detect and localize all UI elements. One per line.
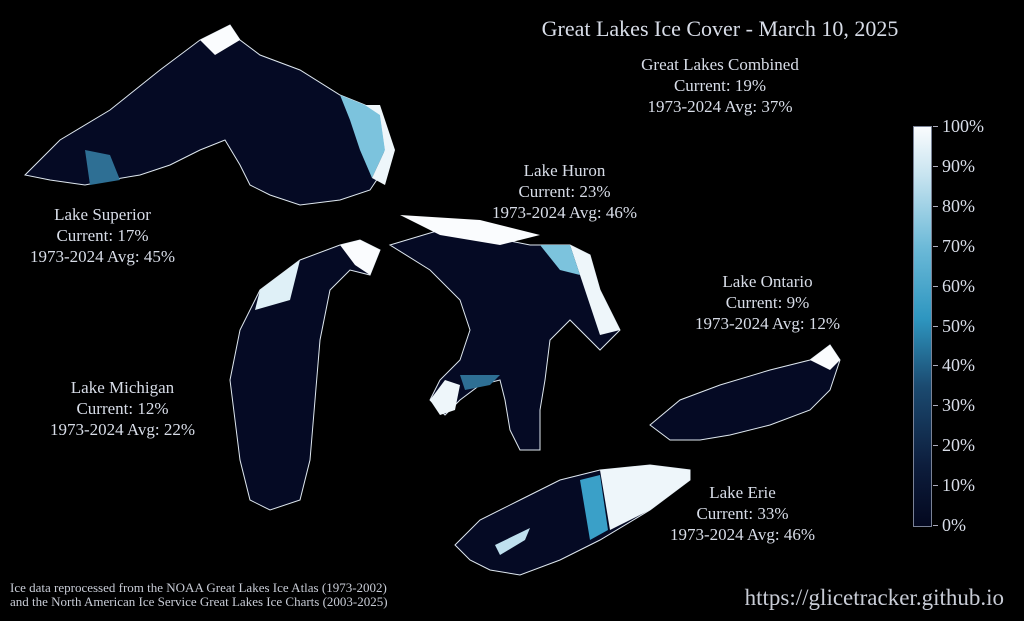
site-url: https://glicetracker.github.io [744, 585, 1004, 610]
colorbar-tick-label: 60% [942, 275, 975, 296]
colorbar-tick-label: 10% [942, 475, 975, 496]
huron-avg: 1973-2024 Avg: 46% [491, 203, 638, 222]
combined-name: Great Lakes Combined [641, 55, 799, 74]
erie-avg: 1973-2024 Avg: 46% [669, 525, 816, 544]
lake-superior [23, 24, 386, 206]
map-title: Great Lakes Ice Cover - March 10, 2025 [541, 16, 899, 41]
erie-name: Lake Erie [709, 483, 776, 502]
colorbar-tick [933, 205, 938, 207]
erie-current: Current: 33% [696, 504, 789, 523]
combined-label: Great Lakes Combined Current: 19% 1973-2… [600, 54, 840, 117]
ontario-current: Current: 9% [725, 293, 810, 312]
colorbar-tick [933, 285, 938, 287]
ontario-label: Lake Ontario Current: 9% 1973-2024 Avg: … [665, 271, 870, 334]
colorbar-tick [933, 365, 938, 367]
combined-current: Current: 19% [673, 76, 767, 95]
colorbar-tick-label: 80% [942, 195, 975, 216]
credit-line-1: Ice data reprocessed from the NOAA Great… [10, 580, 387, 595]
lake-michigan [229, 239, 381, 511]
colorbar-tick-label: 0% [942, 515, 966, 535]
lake-ontario [649, 344, 841, 441]
colorbar-tick [933, 445, 938, 447]
colorbar [913, 126, 932, 527]
combined-avg: 1973-2024 Avg: 37% [647, 97, 793, 116]
colorbar-tick [933, 245, 938, 247]
colorbar-tick-label: 70% [942, 235, 975, 256]
huron-current: Current: 23% [518, 182, 611, 201]
colorbar-tick-label: 30% [942, 395, 975, 416]
colorbar-tick-label: 90% [942, 155, 975, 176]
michigan-name: Lake Michigan [70, 378, 175, 397]
ice-cover-overlay [85, 25, 840, 555]
superior-avg: 1973-2024 Avg: 45% [29, 247, 176, 266]
michigan-current: Current: 12% [76, 399, 169, 418]
colorbar-tick [933, 325, 938, 327]
credit-line-2: and the North American Ice Service Great… [10, 594, 388, 609]
colorbar-tick [933, 165, 938, 167]
ontario-avg: 1973-2024 Avg: 12% [694, 314, 841, 333]
colorbar-tick [933, 525, 938, 526]
superior-name: Lake Superior [54, 205, 151, 224]
colorbar-tick-label: 20% [942, 435, 975, 456]
data-credit: Ice data reprocessed from the NOAA Great… [10, 581, 388, 609]
michigan-label: Lake Michigan Current: 12% 1973-2024 Avg… [20, 377, 225, 440]
huron-name: Lake Huron [523, 161, 606, 180]
colorbar-tick-label: 40% [942, 355, 975, 376]
ontario-name: Lake Ontario [722, 272, 813, 291]
huron-label: Lake Huron Current: 23% 1973-2024 Avg: 4… [462, 160, 667, 223]
colorbar-tick-label: 50% [942, 315, 975, 336]
superior-label: Lake Superior Current: 17% 1973-2024 Avg… [0, 204, 205, 267]
erie-label: Lake Erie Current: 33% 1973-2024 Avg: 46… [640, 482, 845, 545]
michigan-avg: 1973-2024 Avg: 22% [49, 420, 196, 439]
colorbar-tick-label: 100% [942, 116, 984, 136]
colorbar-tick [933, 485, 938, 487]
colorbar-tick [933, 405, 938, 407]
colorbar-tick [933, 126, 938, 127]
superior-current: Current: 17% [56, 226, 149, 245]
